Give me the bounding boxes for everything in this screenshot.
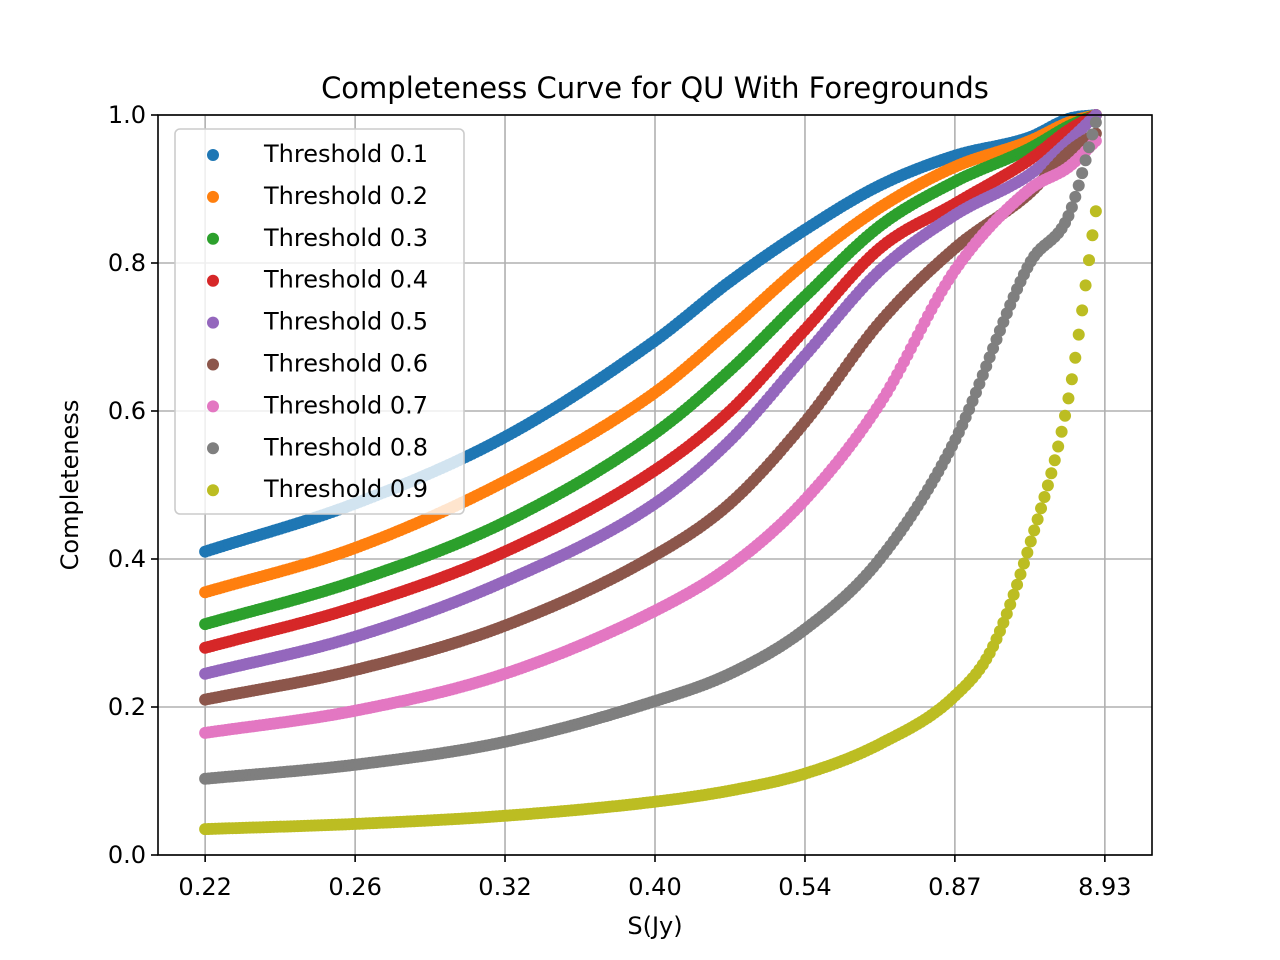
data-point (1011, 578, 1024, 591)
legend-box (174, 128, 465, 515)
data-point (1079, 154, 1092, 167)
x-tick-label: 0.32 (478, 873, 531, 901)
x-tick-label: 0.22 (178, 873, 231, 901)
data-point (1017, 557, 1030, 570)
chart-title: Completeness Curve for QU With Foregroun… (321, 71, 989, 105)
data-point (1083, 141, 1096, 154)
data-point (1065, 201, 1078, 214)
data-point (1038, 491, 1051, 504)
series-threshold-0-9 (199, 205, 1102, 836)
legend-marker (207, 149, 219, 161)
legend-marker (207, 232, 219, 245)
data-point (1055, 425, 1068, 438)
legend-marker (207, 484, 219, 497)
legend-marker (207, 274, 219, 287)
data-point (1035, 502, 1048, 515)
data-point (1086, 128, 1099, 141)
data-point (1072, 179, 1085, 192)
legend-marker (207, 190, 219, 203)
legend-label: Threshold 0.2 (263, 182, 428, 210)
y-tick-label: 0.2 (108, 693, 146, 721)
legend-label: Threshold 0.7 (263, 391, 428, 419)
legend-marker (207, 442, 219, 455)
x-tick-label: 0.54 (778, 873, 831, 901)
x-tick-label: 8.93 (1078, 873, 1131, 901)
data-point (1072, 328, 1085, 341)
data-point (1045, 467, 1058, 480)
data-point (1028, 524, 1041, 537)
y-tick-label: 1.0 (108, 101, 146, 129)
data-point (1062, 392, 1075, 405)
x-tick-label: 0.87 (928, 873, 981, 901)
data-point (1024, 535, 1037, 548)
series-threshold-0-2 (199, 109, 1102, 599)
series-threshold-0-5 (199, 109, 1102, 680)
data-point (1069, 351, 1082, 364)
data-point (1052, 440, 1065, 453)
legend-label: Threshold 0.1 (263, 140, 428, 168)
legend-marker (207, 316, 219, 329)
legend: Threshold 0.1 Threshold 0.2 Threshold 0.3 T… (174, 128, 465, 515)
x-axis-label: S(Jy) (627, 912, 682, 940)
legend-label: Threshold 0.6 (263, 350, 428, 378)
y-tick-label: 0.0 (108, 841, 146, 869)
axis-ticks: 0.22 0.26 0.32 0.40 0.54 0.87 8.93 0.0 0.2 0.4 0.6… (108, 101, 1132, 901)
legend-label: Threshold 0.5 (263, 308, 428, 336)
data-point (1065, 373, 1078, 386)
data-point (1086, 229, 1099, 242)
data-point (1000, 607, 1013, 620)
data-point (1031, 513, 1044, 526)
data-point (1076, 167, 1089, 180)
data-point (1007, 588, 1020, 601)
legend-marker (207, 400, 219, 413)
data-point (1059, 409, 1072, 422)
y-tick-label: 0.6 (108, 397, 146, 425)
x-tick-label: 0.40 (628, 873, 681, 901)
data-point (1014, 568, 1027, 581)
series-threshold-0-4 (199, 109, 1102, 654)
legend-label: Threshold 0.4 (263, 266, 428, 294)
data-point (1089, 116, 1102, 129)
data-point (1048, 454, 1061, 467)
y-axis-label: Completeness (56, 400, 84, 571)
data-point (1004, 598, 1017, 611)
x-tick-label: 0.26 (328, 873, 381, 901)
series-threshold-0-6 (199, 127, 1102, 706)
y-tick-label: 0.8 (108, 249, 146, 277)
data-point (1041, 479, 1054, 492)
legend-marker (207, 358, 219, 371)
data-point (1021, 546, 1034, 559)
data-point (1069, 190, 1082, 203)
legend-label: Threshold 0.3 (263, 224, 428, 252)
series-threshold-0-8 (199, 116, 1102, 785)
data-point (1079, 279, 1092, 292)
series-threshold-0-7 (199, 134, 1102, 739)
series-threshold-0-3 (199, 109, 1102, 631)
data-point (1089, 205, 1102, 218)
data-point (1076, 304, 1089, 317)
y-tick-label: 0.4 (108, 545, 146, 573)
data-point (1083, 254, 1096, 267)
legend-label: Threshold 0.8 (263, 433, 428, 461)
legend-label: Threshold 0.9 (263, 475, 428, 503)
